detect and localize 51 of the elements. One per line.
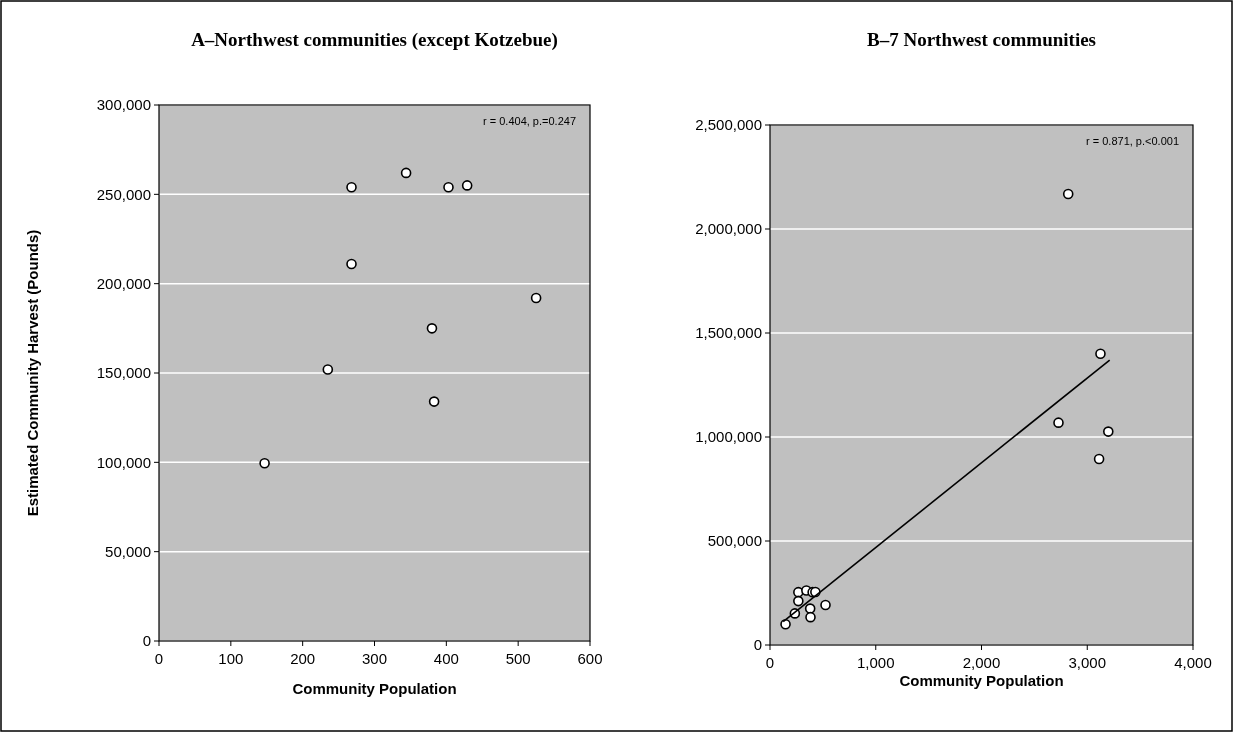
chart-title: A–Northwest communities (except Kotzebue) <box>191 29 558 51</box>
point <box>346 181 357 193</box>
point <box>530 292 542 304</box>
point <box>1062 188 1074 200</box>
point <box>805 611 816 623</box>
point <box>400 167 412 179</box>
y-tick-label: 2,500,000 <box>695 116 762 134</box>
annotation: r = 0.404, p.=0.247 <box>483 115 576 127</box>
x-tick-label: 200 <box>290 650 316 667</box>
y-tick-label: 0 <box>142 632 151 650</box>
x-axis-title: Community Population <box>292 680 457 697</box>
point <box>461 180 473 191</box>
point <box>1093 453 1105 465</box>
x-tick-label: 0 <box>154 650 164 667</box>
x-axis-title: Community Population <box>899 672 1064 689</box>
annotation: r = 0.871, p.<0.001 <box>1086 135 1179 147</box>
y-tick-label: 300,000 <box>96 96 151 114</box>
x-tick-label: 300 <box>361 650 388 667</box>
point <box>259 457 270 469</box>
point <box>780 618 791 630</box>
x-tick-label: 100 <box>218 650 244 667</box>
y-tick-label: 500,000 <box>707 532 762 550</box>
x-tick-label: 600 <box>577 650 603 667</box>
y-tick-label: 1,500,000 <box>695 324 762 342</box>
point <box>426 323 438 334</box>
x-tick-label: 4,000 <box>1174 654 1212 671</box>
point <box>1095 348 1106 360</box>
y-tick-label: 1,000,000 <box>695 428 762 446</box>
x-tick-label: 0 <box>765 654 775 671</box>
y-tick-label: 2,000,000 <box>695 220 762 238</box>
y-axis-title: Estimated Community Harvest (Pounds) <box>24 229 41 517</box>
chart-title: B–7 Northwest communities <box>866 29 1097 50</box>
point <box>322 364 334 375</box>
point <box>428 396 440 407</box>
y-tick-label: 0 <box>753 636 762 654</box>
y-tick-label: 150,000 <box>96 364 151 382</box>
x-tick-label: 400 <box>433 650 459 667</box>
x-tick-label: 500 <box>505 650 531 667</box>
y-tick-label: 200,000 <box>96 274 151 292</box>
y-tick-label: 100,000 <box>96 453 151 471</box>
y-tick-label: 50,000 <box>105 542 151 560</box>
point <box>443 181 454 193</box>
x-tick-label: 2,000 <box>962 654 1001 671</box>
point <box>1053 417 1064 428</box>
point <box>793 595 804 607</box>
x-tick-label: 3,000 <box>1068 654 1107 671</box>
point <box>346 258 357 270</box>
x-tick-label: 1,000 <box>856 654 895 671</box>
point <box>1102 426 1114 437</box>
point <box>820 599 831 611</box>
y-tick-label: 250,000 <box>96 185 151 203</box>
